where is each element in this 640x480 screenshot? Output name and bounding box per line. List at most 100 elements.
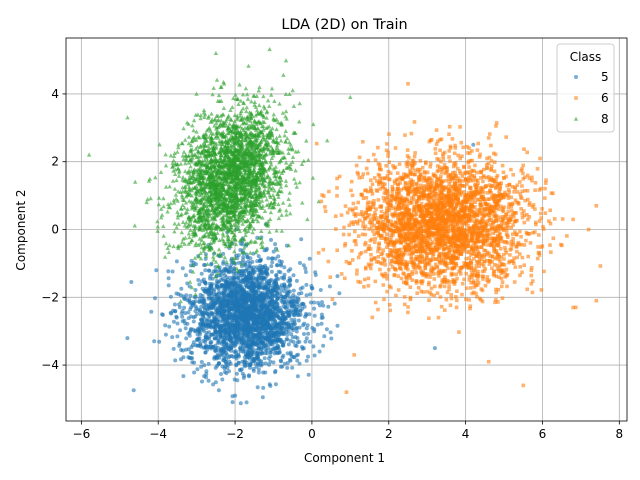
data-point bbox=[293, 295, 298, 300]
data-point bbox=[548, 208, 552, 213]
data-point bbox=[362, 226, 367, 231]
data-point bbox=[306, 354, 310, 359]
data-point bbox=[335, 248, 339, 253]
data-point bbox=[372, 152, 376, 157]
data-point bbox=[216, 388, 221, 393]
data-point bbox=[269, 277, 274, 282]
data-point bbox=[233, 341, 238, 346]
data-point bbox=[381, 185, 386, 190]
data-point bbox=[256, 346, 261, 351]
data-point bbox=[494, 124, 498, 128]
data-point bbox=[521, 163, 525, 168]
data-point bbox=[490, 241, 494, 246]
data-point bbox=[240, 359, 245, 364]
data-point bbox=[177, 343, 182, 348]
data-point bbox=[247, 348, 252, 353]
data-point bbox=[268, 350, 273, 355]
data-point bbox=[456, 176, 460, 180]
data-point bbox=[435, 291, 440, 295]
data-point bbox=[173, 358, 178, 363]
data-point bbox=[223, 364, 228, 369]
data-point bbox=[174, 314, 179, 319]
data-point bbox=[270, 260, 275, 265]
data-point bbox=[255, 259, 260, 264]
data-point bbox=[512, 256, 516, 260]
data-point bbox=[125, 336, 130, 341]
data-point bbox=[274, 273, 279, 278]
data-point bbox=[455, 289, 459, 293]
data-point bbox=[263, 370, 268, 375]
data-point bbox=[245, 345, 250, 350]
data-point bbox=[316, 251, 321, 255]
data-point bbox=[491, 183, 496, 188]
data-point bbox=[236, 360, 241, 365]
data-point bbox=[508, 253, 512, 257]
data-point bbox=[384, 164, 388, 168]
data-point bbox=[285, 337, 290, 342]
data-point bbox=[464, 297, 468, 302]
data-point bbox=[205, 290, 210, 295]
data-point bbox=[480, 216, 484, 221]
data-point bbox=[522, 220, 527, 225]
data-point bbox=[341, 232, 346, 237]
data-point bbox=[291, 298, 296, 303]
data-point bbox=[204, 375, 209, 380]
data-point bbox=[391, 206, 395, 211]
data-point bbox=[423, 262, 427, 267]
data-point bbox=[203, 311, 207, 316]
data-point bbox=[295, 300, 300, 305]
data-point bbox=[213, 365, 218, 370]
data-point bbox=[241, 331, 246, 336]
data-point bbox=[282, 326, 287, 330]
data-point bbox=[211, 332, 216, 337]
data-point bbox=[227, 311, 232, 316]
data-point bbox=[275, 310, 280, 315]
data-point bbox=[321, 343, 326, 348]
data-point bbox=[260, 361, 265, 366]
data-point bbox=[227, 325, 232, 330]
data-point bbox=[228, 287, 233, 292]
data-point bbox=[320, 193, 324, 197]
data-point bbox=[241, 349, 246, 354]
data-point bbox=[366, 284, 371, 288]
data-point bbox=[258, 273, 263, 278]
data-point bbox=[194, 262, 198, 267]
data-point bbox=[521, 171, 525, 176]
data-point bbox=[190, 351, 195, 355]
data-point bbox=[500, 284, 504, 289]
data-point bbox=[378, 267, 382, 272]
data-point bbox=[489, 164, 494, 169]
data-point bbox=[187, 300, 192, 305]
data-point bbox=[511, 173, 515, 177]
data-point bbox=[571, 217, 575, 222]
data-point bbox=[255, 354, 259, 359]
data-point bbox=[499, 276, 504, 281]
data-point bbox=[392, 266, 397, 271]
data-point bbox=[188, 307, 193, 312]
data-point bbox=[504, 240, 508, 244]
data-point bbox=[203, 268, 208, 273]
data-point bbox=[420, 271, 424, 276]
data-point bbox=[245, 323, 250, 328]
data-point bbox=[300, 346, 305, 351]
data-point bbox=[508, 248, 513, 252]
data-point bbox=[387, 132, 391, 136]
data-point bbox=[307, 312, 312, 317]
data-point bbox=[220, 377, 225, 382]
data-point bbox=[386, 154, 390, 158]
data-point bbox=[278, 358, 283, 363]
data-point bbox=[475, 170, 479, 175]
data-point bbox=[240, 371, 245, 376]
data-point bbox=[241, 319, 246, 324]
data-point bbox=[402, 212, 407, 217]
data-point bbox=[190, 360, 195, 365]
data-point bbox=[243, 283, 248, 288]
data-point bbox=[442, 150, 447, 155]
data-point bbox=[266, 356, 271, 361]
data-point bbox=[233, 349, 238, 354]
data-point bbox=[230, 400, 235, 405]
data-point bbox=[389, 223, 393, 227]
data-point bbox=[260, 395, 265, 400]
data-point bbox=[295, 305, 300, 310]
